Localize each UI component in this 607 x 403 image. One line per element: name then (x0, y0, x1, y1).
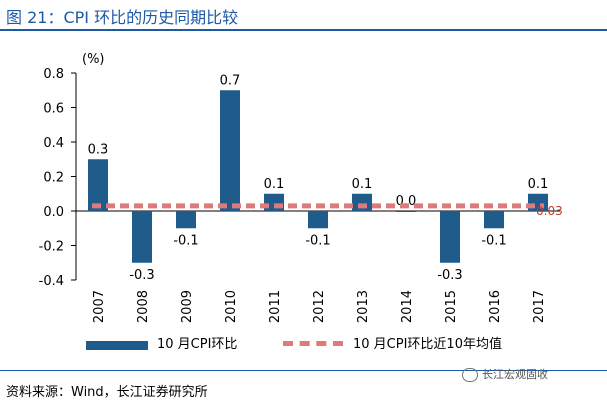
bar-2010 (220, 90, 240, 211)
y-tick-label: 0.6 (43, 102, 64, 117)
x-tick-label-2014: 2014 (400, 290, 415, 323)
x-tick-label-2012: 2012 (312, 290, 327, 323)
bar-2015 (440, 211, 460, 263)
bar-label-2008: -0.3 (129, 268, 154, 283)
legend-line-label: 10 月CPI环比近10年均值 (353, 337, 502, 352)
y-tick-label: 0.2 (43, 171, 64, 186)
title-divider (0, 29, 607, 31)
bar-2007 (88, 159, 108, 211)
y-tick-label: -0.2 (39, 240, 64, 255)
bar-label-2017: 0.1 (528, 177, 549, 192)
x-tick-label-2008: 2008 (136, 290, 151, 323)
x-tick-label-2007: 2007 (92, 290, 107, 323)
x-tick-label-2013: 2013 (356, 290, 371, 323)
watermark-text: 长江宏观固收 (482, 368, 548, 381)
y-tick-label: -0.4 (39, 274, 64, 289)
bar-label-2012: -0.1 (305, 233, 330, 248)
x-tick-label-2015: 2015 (444, 290, 459, 323)
cpi-bar-chart: 0.80.60.40.20.0-0.2-0.4(%) 2007 2008 2009 2… (39, 52, 563, 323)
y-axis: 0.8 0.6 0.4 0.2 0.0 -0.2 -0.4 (%) (39, 52, 105, 289)
bar-2011 (264, 193, 284, 211)
y-tick-label: 0.0 (43, 205, 64, 220)
watermark: 长江宏观固收 (462, 366, 548, 382)
wechat-logo-icon (462, 368, 478, 382)
legend-bar-label: 10 月CPI环比 (157, 337, 238, 352)
bar-2014 (396, 211, 416, 212)
bar-label-2009: -0.1 (173, 233, 198, 248)
bar-label-2013: 0.1 (352, 177, 373, 192)
y-tick-label: 0.8 (43, 67, 64, 82)
bar-2009 (176, 211, 196, 229)
x-tick-label-2010: 2010 (224, 290, 239, 323)
legend-bar-swatch (86, 341, 148, 350)
bar-2016 (484, 211, 504, 229)
average-line: 0.03 (92, 203, 563, 218)
footer-divider (0, 370, 607, 371)
bar-label-2010: 0.7 (220, 73, 241, 88)
y-unit-label: (%) (82, 52, 105, 67)
x-axis-labels: 2007 2008 2009 2010 2011 2012 2013 2014 2015 2016… (76, 210, 560, 323)
bar-label-2016: -0.1 (481, 233, 506, 248)
bar-data-labels: 0.3-0.3-0.10.70.1-0.10.10.0-0.3-0.10.1 (88, 73, 549, 283)
average-line-label: 0.03 (536, 204, 563, 218)
bar-label-2011: 0.1 (264, 177, 285, 192)
bar-2013 (352, 193, 372, 211)
legend-line-swatch (283, 341, 343, 346)
bar-2008 (132, 211, 152, 263)
bar-label-2015: -0.3 (437, 268, 462, 283)
figure-title: 图 21：CPI 环比的历史同期比较 (6, 8, 239, 27)
bar-label-2007: 0.3 (88, 142, 109, 157)
x-tick-label-2011: 2011 (268, 290, 283, 323)
y-tick-label: 0.4 (43, 136, 64, 151)
x-tick-label-2009: 2009 (180, 290, 195, 323)
x-tick-label-2016: 2016 (488, 290, 503, 323)
bar-2012 (308, 211, 328, 229)
x-tick-label-2017: 2017 (532, 290, 547, 323)
source-note: 资料来源：Wind，长江证券研究所 (6, 385, 208, 400)
